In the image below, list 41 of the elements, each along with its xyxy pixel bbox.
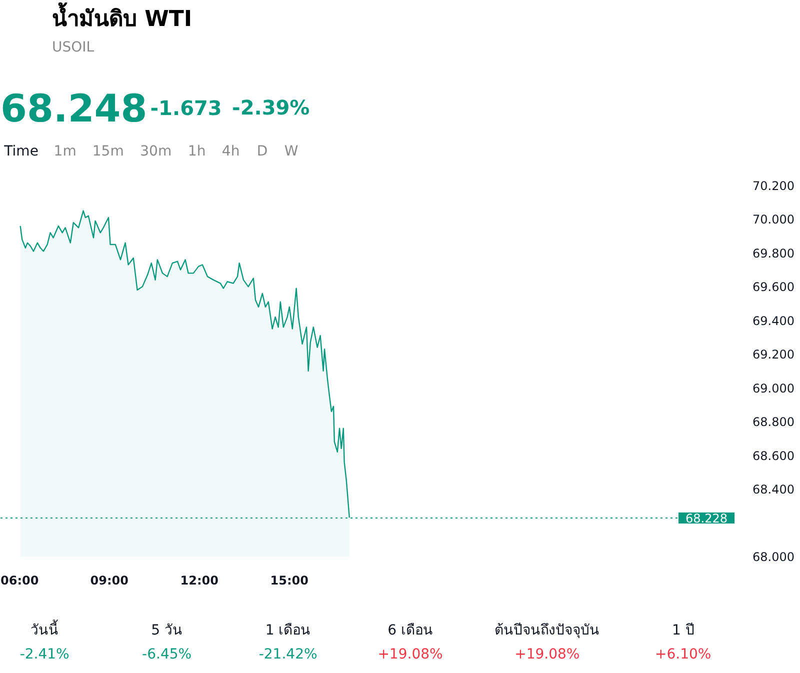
- text: +6.10%: [655, 646, 712, 662]
- y-tick-label: 69.800: [752, 246, 794, 260]
- chart-subtitle: USOIL: [52, 40, 94, 56]
- x-tick-label: 12:00: [180, 574, 219, 588]
- x-tick-label: 09:00: [90, 574, 129, 588]
- y-tick-label: 69.400: [752, 314, 794, 328]
- text: 1 เดือน: [265, 622, 311, 638]
- y-tick-label: 68.000: [752, 550, 794, 564]
- y-tick-label: 70.200: [752, 179, 794, 193]
- text: 5 วัน: [151, 622, 182, 638]
- text: 6 เดือน: [388, 622, 433, 638]
- text: 1h: [188, 144, 206, 160]
- text: -1.673: [150, 96, 222, 120]
- text: Time: [3, 144, 38, 160]
- text: +19.08%: [514, 646, 580, 662]
- y-tick-label: 68.800: [752, 415, 794, 430]
- text: 68.248: [0, 86, 148, 130]
- text: 4h: [222, 144, 240, 160]
- text: +19.08%: [378, 646, 443, 662]
- text: -21.42%: [258, 646, 318, 662]
- text: W: [284, 144, 298, 160]
- text: 15m: [92, 144, 124, 160]
- y-tick-label: 70.000: [752, 212, 794, 227]
- text: -2.41%: [20, 646, 70, 662]
- text: -6.45%: [142, 646, 192, 662]
- y-tick-label: 69.200: [752, 348, 794, 362]
- y-tick-label: 69.600: [752, 280, 794, 294]
- x-tick-label: 15:00: [270, 574, 309, 588]
- text: 1m: [54, 144, 76, 160]
- y-tick-label: 68.600: [752, 448, 794, 463]
- text: -2.39%: [232, 96, 310, 120]
- text: ต้นปีจนถึงปัจจุบัน: [494, 622, 600, 638]
- text: D: [256, 144, 268, 160]
- text: 30m: [140, 144, 172, 160]
- ref-line-label: 68.228: [686, 512, 728, 526]
- text: 1 ปี: [672, 622, 694, 638]
- x-tick-label: 06:00: [0, 574, 39, 588]
- chart-title: น้ำมันดิบ WTI: [52, 2, 192, 32]
- y-tick-label: 69.000: [752, 381, 794, 396]
- text: วันนี้: [30, 620, 59, 638]
- y-tick-label: 68.400: [752, 482, 794, 497]
